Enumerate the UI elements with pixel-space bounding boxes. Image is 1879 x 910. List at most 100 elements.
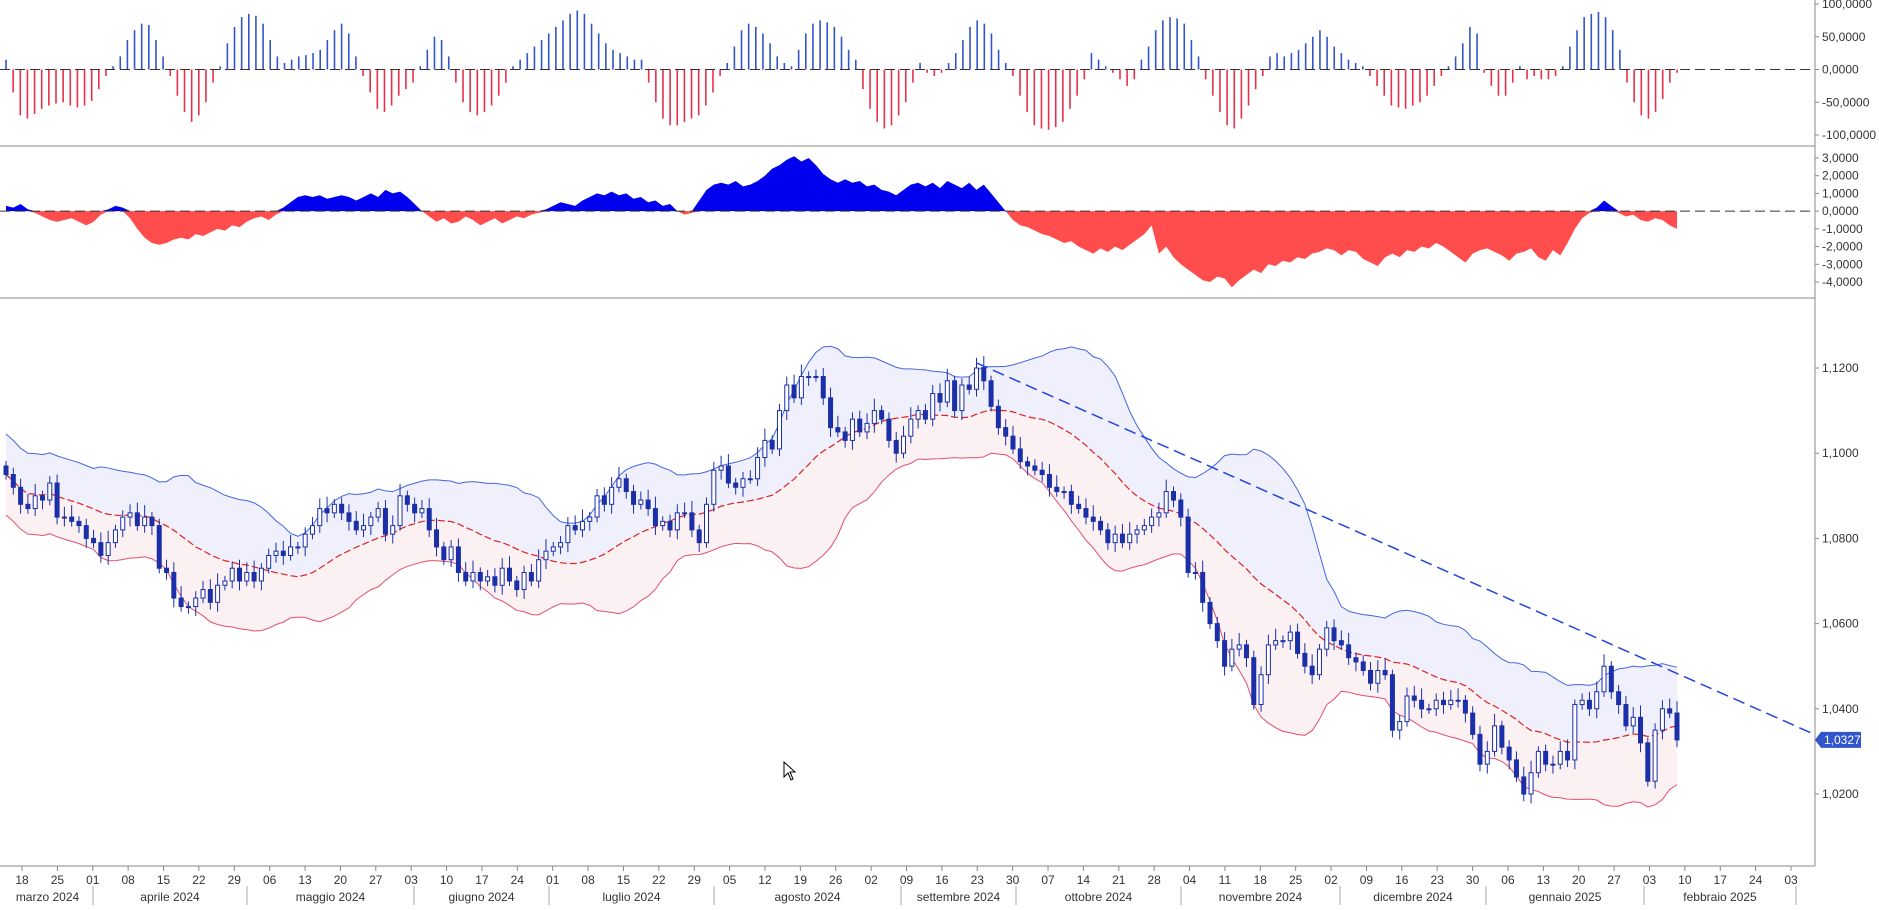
candle-body bbox=[514, 580, 520, 591]
candle bbox=[448, 540, 454, 567]
candle-body bbox=[412, 503, 418, 514]
candle bbox=[1586, 691, 1592, 717]
candle bbox=[1353, 652, 1359, 672]
candle-body bbox=[667, 520, 673, 531]
last-price-label: 1,0327 bbox=[1824, 733, 1861, 747]
candle bbox=[1470, 706, 1476, 740]
candle bbox=[543, 539, 549, 570]
candle bbox=[1652, 723, 1658, 789]
candle-body bbox=[1280, 640, 1286, 643]
candle bbox=[536, 549, 542, 589]
candle bbox=[711, 461, 717, 512]
candle bbox=[550, 541, 556, 557]
candle bbox=[776, 403, 782, 457]
candle-body bbox=[156, 525, 162, 569]
candle-body bbox=[849, 418, 855, 441]
candle-body bbox=[1601, 665, 1607, 693]
candle bbox=[1616, 684, 1622, 714]
candle bbox=[1243, 639, 1249, 668]
candle bbox=[886, 412, 892, 448]
candle-body bbox=[134, 512, 140, 527]
candle-body bbox=[1171, 491, 1177, 501]
candle-body bbox=[1513, 759, 1519, 778]
candle-body bbox=[959, 384, 965, 412]
candle bbox=[733, 477, 739, 495]
candle-body bbox=[506, 567, 512, 582]
candle-body bbox=[1623, 704, 1629, 727]
candle bbox=[762, 428, 768, 467]
candle-body bbox=[1032, 465, 1038, 471]
candle bbox=[1346, 632, 1352, 665]
candle-body bbox=[1462, 699, 1468, 714]
candle bbox=[514, 575, 520, 597]
candle-body bbox=[1112, 533, 1118, 544]
candle-body bbox=[1448, 699, 1454, 706]
candle-body bbox=[1251, 657, 1257, 706]
candle bbox=[579, 509, 585, 538]
candle bbox=[120, 510, 126, 538]
candle bbox=[1448, 690, 1454, 710]
candle bbox=[1543, 744, 1549, 772]
month-label: agosto 2024 bbox=[774, 890, 840, 904]
candle-body bbox=[1477, 733, 1483, 765]
candle-body bbox=[1535, 750, 1541, 774]
candle-body bbox=[696, 529, 702, 544]
candle-body bbox=[171, 571, 177, 599]
x-tick-label: 05 bbox=[723, 873, 737, 887]
candle-body bbox=[1265, 644, 1271, 676]
candle bbox=[1163, 479, 1169, 518]
candle-body bbox=[1017, 448, 1023, 463]
candle-body bbox=[441, 546, 447, 561]
candle-body bbox=[302, 533, 308, 548]
candle bbox=[966, 376, 972, 395]
candle-body bbox=[178, 597, 184, 608]
candle bbox=[930, 385, 936, 427]
candle bbox=[1492, 713, 1498, 757]
candle-body bbox=[485, 576, 491, 582]
lower-band-fill bbox=[6, 409, 1677, 808]
candle bbox=[317, 498, 323, 533]
candle-body bbox=[324, 508, 330, 514]
candle-body bbox=[1360, 661, 1366, 671]
candle-body bbox=[1046, 474, 1052, 488]
candle-body bbox=[1039, 469, 1045, 475]
candle bbox=[1462, 695, 1468, 723]
candle bbox=[784, 376, 790, 420]
candle bbox=[1645, 737, 1651, 787]
x-tick-label: 25 bbox=[1289, 873, 1303, 887]
candle bbox=[1404, 687, 1410, 727]
candle bbox=[1623, 696, 1629, 731]
candle bbox=[1360, 655, 1366, 676]
candle-body bbox=[266, 554, 272, 569]
candle bbox=[1010, 425, 1016, 455]
candle-body bbox=[127, 512, 133, 518]
candle-body bbox=[1098, 520, 1104, 531]
candle bbox=[594, 488, 600, 523]
candle-body bbox=[1149, 516, 1155, 527]
candle-body bbox=[1411, 695, 1417, 701]
x-tick-label: 02 bbox=[864, 873, 878, 887]
candle-body bbox=[879, 410, 885, 420]
candle bbox=[346, 504, 352, 531]
candle bbox=[280, 540, 286, 565]
month-label: febbraio 2025 bbox=[1683, 890, 1757, 904]
candle bbox=[506, 556, 512, 587]
candle-body bbox=[309, 525, 315, 535]
month-label: gennaio 2025 bbox=[1529, 890, 1602, 904]
candle bbox=[915, 405, 921, 429]
candle-body bbox=[1105, 529, 1111, 544]
candle bbox=[382, 500, 388, 542]
candle bbox=[1090, 505, 1096, 531]
candle-body bbox=[1404, 695, 1410, 723]
candle-body bbox=[689, 512, 695, 531]
candle-body bbox=[1200, 571, 1206, 603]
candle bbox=[587, 511, 593, 531]
candle bbox=[258, 563, 264, 591]
candle-body bbox=[1178, 499, 1184, 518]
candle bbox=[791, 374, 797, 403]
x-tick-label: 13 bbox=[1537, 873, 1551, 887]
candle-body bbox=[784, 384, 790, 412]
x-tick-label: 01 bbox=[546, 873, 560, 887]
